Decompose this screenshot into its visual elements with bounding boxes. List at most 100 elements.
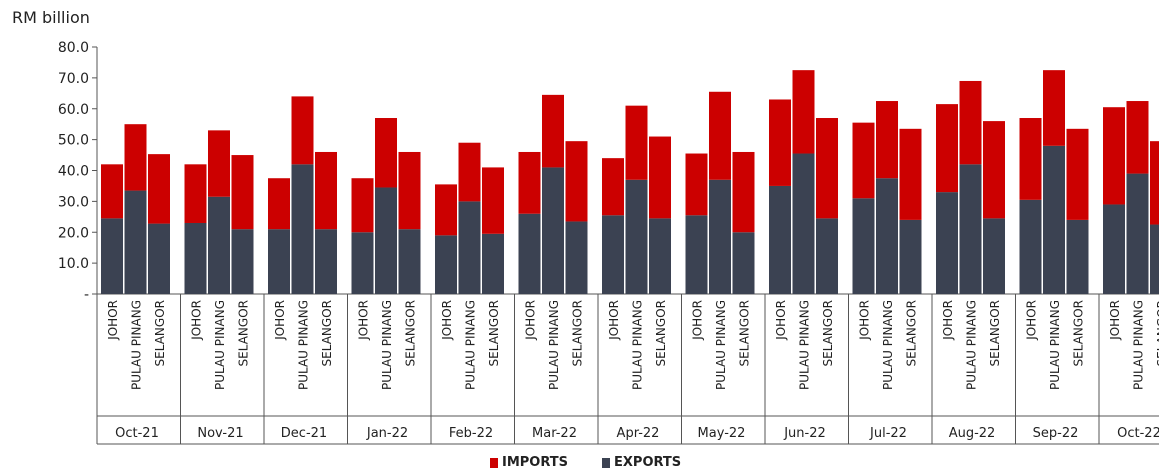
- bar-imports: [1103, 107, 1125, 205]
- x-state-label: JOHOR: [774, 300, 788, 341]
- y-tick-label: 40.0: [58, 164, 89, 180]
- bar-imports: [435, 184, 457, 236]
- bar-exports: [649, 218, 671, 294]
- x-state-label: JOHOR: [858, 300, 872, 341]
- x-state-label: SELANGOR: [1155, 300, 1159, 366]
- bar-imports: [792, 70, 815, 154]
- x-state-label: JOHOR: [273, 300, 287, 341]
- bar-imports: [398, 151, 421, 230]
- bar-imports: [852, 122, 875, 199]
- x-state-label: SELANGOR: [654, 300, 668, 366]
- x-state-label: PULAU PINANG: [631, 300, 645, 390]
- y-axis-title: RM billion: [12, 8, 90, 27]
- x-state-label: PULAU PINANG: [213, 300, 227, 390]
- bar-exports: [458, 201, 481, 294]
- y-tick-label: 20.0: [58, 225, 89, 241]
- bar-imports: [1019, 118, 1042, 200]
- bar-exports: [315, 229, 337, 294]
- bar-exports: [959, 164, 982, 294]
- x-state-label: PULAU PINANG: [798, 300, 812, 390]
- x-month-label: Jan-22: [366, 426, 408, 441]
- y-tick-label: 70.0: [58, 71, 89, 87]
- bar-exports: [208, 196, 230, 294]
- x-month-label: Mar-22: [532, 426, 577, 441]
- bar-imports: [231, 155, 254, 230]
- legend-exports: EXPORTS: [602, 455, 681, 470]
- bar-exports: [1150, 224, 1159, 294]
- x-month-label: Jun-22: [783, 426, 826, 441]
- legend-exports-label: EXPORTS: [614, 455, 682, 470]
- exports-swatch: [602, 457, 611, 468]
- x-state-label: PULAU PINANG: [464, 300, 478, 390]
- bar-imports: [959, 80, 982, 165]
- x-state-label: JOHOR: [1108, 300, 1122, 341]
- bar-imports: [1150, 141, 1159, 225]
- bar-exports: [709, 179, 731, 294]
- y-tick-label: 60.0: [58, 102, 89, 118]
- x-state-label: PULAU PINANG: [714, 300, 728, 390]
- bar-imports: [983, 121, 1005, 219]
- bar-exports: [518, 213, 541, 294]
- bar-imports: [375, 118, 397, 188]
- bar-exports: [291, 164, 314, 294]
- bar-imports: [876, 101, 898, 179]
- bar-imports: [565, 141, 588, 222]
- y-tick-label: 80.0: [58, 40, 89, 56]
- x-state-label: JOHOR: [607, 300, 621, 341]
- bar-exports: [231, 229, 254, 294]
- bar-imports: [1043, 70, 1065, 146]
- x-state-label: JOHOR: [524, 300, 538, 341]
- bar-exports: [602, 215, 624, 294]
- x-state-label: SELANGOR: [237, 300, 251, 366]
- x-state-label: SELANGOR: [571, 300, 585, 366]
- bar-imports: [709, 91, 731, 180]
- bar-imports: [208, 130, 230, 197]
- bar-imports: [625, 105, 648, 180]
- bar-exports: [1043, 145, 1065, 294]
- x-state-label: PULAU PINANG: [547, 300, 561, 390]
- x-state-label: PULAU PINANG: [297, 300, 311, 390]
- x-state-label: PULAU PINANG: [1048, 300, 1062, 390]
- bar-imports: [732, 151, 755, 233]
- bar-exports: [625, 179, 648, 294]
- bar-exports: [685, 215, 708, 294]
- bar-exports: [792, 153, 815, 294]
- bar-imports: [124, 124, 147, 191]
- bar-exports: [732, 232, 755, 294]
- legend-imports: IMPORTS: [490, 455, 568, 470]
- x-state-label: SELANGOR: [487, 300, 501, 366]
- bar-imports: [148, 154, 170, 224]
- x-state-label: SELANGOR: [988, 300, 1002, 366]
- x-state-label: SELANGOR: [821, 300, 835, 366]
- legend-imports-label: IMPORTS: [502, 455, 569, 470]
- bar-exports: [852, 198, 875, 294]
- bar-imports: [482, 167, 504, 234]
- bar-imports: [816, 118, 838, 219]
- bar-imports: [101, 164, 123, 219]
- x-state-label: SELANGOR: [404, 300, 418, 366]
- bar-exports: [268, 229, 290, 294]
- x-month-label: Apr-22: [617, 426, 660, 441]
- bar-imports: [184, 164, 207, 223]
- x-month-label: Nov-21: [197, 426, 243, 441]
- bar-imports: [899, 128, 922, 220]
- bar-imports: [1126, 101, 1149, 174]
- x-month-label: Oct-22: [1117, 426, 1159, 441]
- bar-exports: [124, 190, 147, 294]
- x-month-label: Aug-22: [949, 426, 996, 441]
- bar-imports: [291, 96, 314, 165]
- bar-exports: [1019, 199, 1042, 294]
- bar-imports: [351, 178, 374, 233]
- bar-exports: [1103, 204, 1125, 294]
- x-month-label: Oct-21: [115, 426, 159, 441]
- bar-exports: [983, 218, 1005, 294]
- bar-exports: [375, 187, 397, 294]
- x-state-label: JOHOR: [357, 300, 371, 341]
- bar-imports: [685, 153, 708, 216]
- bar-exports: [876, 178, 898, 294]
- x-state-label: JOHOR: [941, 300, 955, 341]
- x-state-label: SELANGOR: [153, 300, 167, 366]
- x-state-label: PULAU PINANG: [1132, 300, 1146, 390]
- bar-exports: [482, 233, 504, 294]
